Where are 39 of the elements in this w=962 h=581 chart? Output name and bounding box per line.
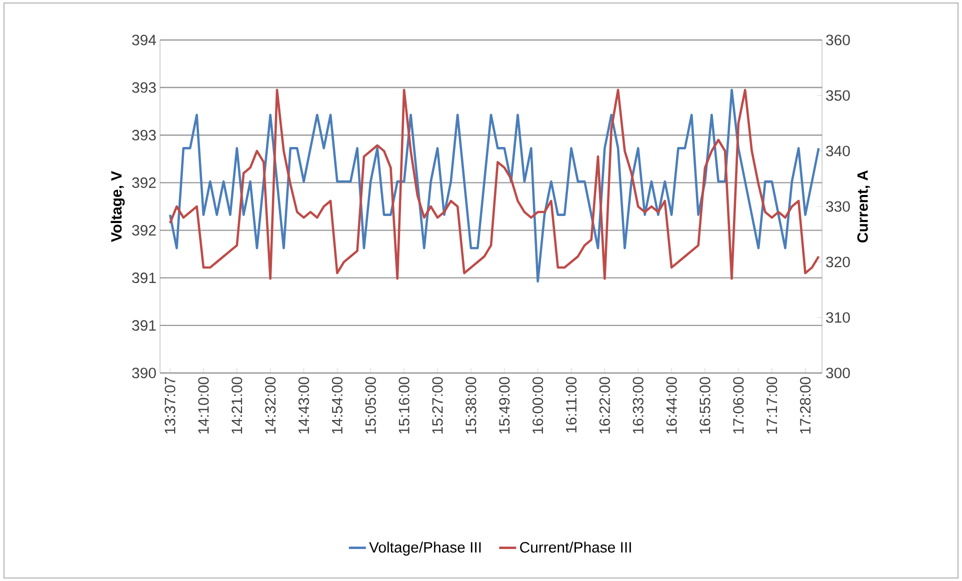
y-tick-label: 394 <box>132 34 156 46</box>
x-tick-label: 14:54:00 <box>332 377 342 434</box>
x-tick-label: 15:49:00 <box>499 377 510 434</box>
y2-tick-label: 340 <box>826 146 850 156</box>
y-tick-label: 390 <box>132 368 156 378</box>
y2-tick-label: 330 <box>826 201 850 212</box>
y2-tick-label: 360 <box>826 34 850 46</box>
x-tick-label: 15:38:00 <box>466 377 476 434</box>
x-tick-label: 16:22:00 <box>599 377 610 434</box>
y-axis-title: Voltage, V <box>110 171 125 242</box>
y-tick-label: 392 <box>132 225 156 236</box>
y2-tick-label: 350 <box>826 90 850 101</box>
x-tick-label: 16:11:00 <box>566 377 577 432</box>
x-tick-label: 17:06:00 <box>733 377 744 434</box>
x-tick-label: 16:33:00 <box>632 377 644 434</box>
x-tick-label: 14:21:00 <box>232 377 242 434</box>
legend-label: Voltage/Phase III <box>369 542 481 556</box>
x-tick-label: 16:00:00 <box>532 377 544 434</box>
y2-tick-label: 310 <box>826 312 850 323</box>
x-tick-label: 15:05:00 <box>365 377 376 434</box>
x-tick-label: 15:16:00 <box>398 377 410 434</box>
y2-tick-label: 320 <box>826 256 850 268</box>
x-tick-label: 17:28:00 <box>800 377 811 434</box>
x-tick-label: 16:55:00 <box>700 377 710 434</box>
x-tick-label: 13:37:07 <box>164 377 176 434</box>
x-tick-label: 14:43:00 <box>298 377 310 434</box>
y-tick-label: 393 <box>132 82 156 93</box>
x-tick-label: 17:17:00 <box>766 377 778 434</box>
y2-axis-title: Current, A <box>857 170 870 242</box>
x-tick-label: 14:32:00 <box>265 377 276 434</box>
y2-tick-label: 300 <box>826 368 850 378</box>
x-tick-label: 16:44:00 <box>666 377 677 434</box>
y-tick-label: 391 <box>132 272 156 284</box>
x-tick-label: 14:10:00 <box>198 377 209 434</box>
x-tick-label: 15:27:00 <box>432 377 443 434</box>
legend-label: Current/Phase III <box>520 542 631 553</box>
y-tick-label: 391 <box>132 320 156 331</box>
y-tick-label: 393 <box>132 130 156 140</box>
y-tick-label: 392 <box>132 177 156 188</box>
